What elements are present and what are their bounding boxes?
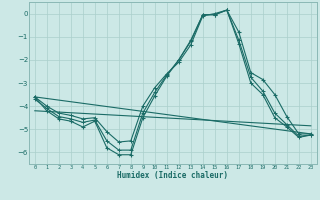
X-axis label: Humidex (Indice chaleur): Humidex (Indice chaleur) — [117, 171, 228, 180]
